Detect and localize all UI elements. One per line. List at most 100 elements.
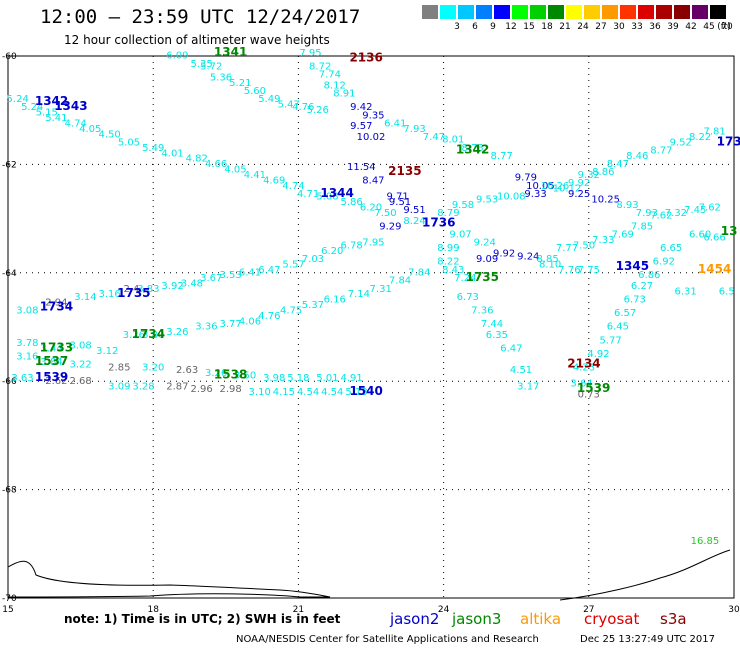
track-time-label: 1454 — [698, 262, 731, 276]
wave-height-value: 7.33 — [592, 235, 614, 246]
wave-height-value: 5.24 — [7, 94, 29, 105]
wave-height-value: 4.06 — [239, 316, 261, 327]
lat-tick-label: -66 — [2, 377, 17, 387]
wave-height-value: 8.22 — [437, 257, 459, 268]
wave-height-value: 4.74 — [65, 118, 87, 129]
legend-label: 70 — [721, 22, 733, 32]
wave-height-value: 3.26 — [166, 327, 188, 338]
wave-height-value: 3.20 — [142, 362, 164, 373]
legend-label: 33 — [631, 22, 643, 32]
wave-height-value: 4.23 — [573, 362, 595, 373]
wave-height-value: 7.14 — [348, 289, 370, 300]
track-time-label: 1540 — [349, 384, 382, 398]
wave-height-value: 3.10 — [249, 387, 271, 398]
wave-height-value: 3.09 — [108, 381, 130, 392]
wave-height-value: 3.26 — [205, 368, 227, 379]
wave-height-value: 6.66 — [704, 232, 726, 243]
credit-text: NOAA/NESDIS Center for Satellite Applica… — [236, 634, 539, 645]
wave-height-value: 8.72 — [309, 62, 331, 73]
wave-height-value: 9.09 — [476, 254, 498, 265]
track-time-label: 2136 — [349, 50, 382, 64]
wave-height-value: 6.27 — [631, 281, 653, 292]
track-time-label: 13 — [721, 224, 738, 238]
wave-height-value: 5.36 — [210, 72, 232, 83]
wave-height-value: 7.50 — [374, 208, 396, 219]
wave-height-value: 6.20 — [360, 202, 382, 213]
wave-height-value: 6.47 — [258, 265, 280, 276]
wave-height-value: 4.82 — [186, 154, 208, 165]
track-time-label: 1733 — [40, 340, 73, 354]
wave-height-value: 7.93 — [403, 124, 425, 135]
track-time-label: 1735 — [466, 270, 499, 284]
wave-height-value: 5.08 — [316, 192, 338, 203]
wave-height-value: 7.62 — [699, 202, 721, 213]
wave-height-value: 5.41 — [45, 113, 67, 124]
legend-swatch — [656, 5, 672, 19]
wave-height-value: 3.17 — [517, 381, 539, 392]
wave-height-value: 7.32 — [665, 208, 687, 219]
legend-label: 9 — [490, 22, 496, 32]
wave-height-value: 8.85 — [537, 254, 559, 265]
wave-height-value: 3.28 — [132, 381, 154, 392]
wave-height-value: 6.31 — [674, 286, 696, 297]
legend-swatch — [602, 5, 618, 19]
wave-height-value: 6.5 — [719, 286, 735, 297]
wave-height-value: 8.10 — [539, 259, 561, 270]
legend-swatch — [494, 5, 510, 19]
legend-swatch — [548, 5, 564, 19]
wave-height-value: 3.16 — [99, 289, 121, 300]
wave-height-value: 9.71 — [386, 192, 408, 203]
wave-height-value: 8.99 — [437, 243, 459, 254]
wave-height-value: 3.16 — [16, 352, 38, 363]
wave-height-value: 5.13 — [345, 387, 367, 398]
wave-height-value: 8.93 — [616, 200, 638, 211]
wave-height-value: 7.95 — [299, 48, 321, 59]
wave-height-value: 8.86 — [592, 167, 614, 178]
wave-height-value: 8.46 — [626, 151, 648, 162]
legend-swatch — [422, 5, 438, 19]
legend-label: 45 — [703, 22, 715, 32]
wave-height-value: 8.91 — [333, 89, 355, 100]
lat-tick-label: -60 — [2, 52, 17, 62]
wave-height-value: 3.08 — [69, 341, 91, 352]
wave-height-value: 3.50 — [234, 370, 256, 381]
satellite-cryosat: cryosat — [584, 610, 640, 628]
lon-tick-label: 24 — [438, 605, 450, 615]
wave-height-value: 8.12 — [324, 81, 346, 92]
wave-height-value: 5.21 — [229, 78, 251, 89]
wave-height-value: 3.78 — [16, 338, 38, 349]
wave-height-value: 7.47 — [423, 132, 445, 143]
track-time-label: 1538 — [214, 367, 247, 381]
wave-height-value: 7.81 — [704, 127, 726, 138]
track-time-label: 1342 — [456, 143, 489, 157]
wave-height-value: 4.75 — [280, 305, 302, 316]
wave-height-value: 6.16 — [324, 295, 346, 306]
legend-swatch — [674, 5, 690, 19]
wave-height-value: 4.76 — [258, 311, 280, 322]
wave-height-value: 3.92 — [161, 281, 183, 292]
wave-height-value: 3.48 — [181, 278, 203, 289]
track-time-label: 1537 — [35, 354, 68, 368]
lon-tick-label: 18 — [147, 605, 159, 615]
legend-label: 3 — [454, 22, 460, 32]
wave-height-value: 3.77 — [220, 319, 242, 330]
wave-height-value: 3.14 — [74, 292, 96, 303]
wave-height-value: 6.20 — [321, 246, 343, 257]
lon-tick-label: 21 — [293, 605, 304, 615]
wave-height-value: 3.83 — [137, 284, 159, 295]
wave-height-value: 6.86 — [638, 270, 660, 281]
track-time-label: 1539 — [577, 381, 610, 395]
wave-height-value: 5.18 — [287, 373, 309, 384]
wave-height-value: 3.53 — [220, 270, 242, 281]
satellite-jason2: jason2 — [390, 610, 440, 628]
wave-height-value: 7.50 — [573, 240, 595, 251]
wave-height-value: 4.41 — [244, 170, 266, 181]
wave-height-value: 8.01 — [442, 135, 464, 146]
wave-height-value: 6.41 — [384, 118, 406, 129]
wave-height-value: 5.15 — [36, 108, 58, 119]
legend-swatch — [620, 5, 636, 19]
legend-label: 18 — [541, 22, 553, 32]
wave-height-value: 6.35 — [486, 330, 508, 341]
wave-height-value: 5.05 — [118, 137, 140, 148]
legend-label: 21 — [559, 22, 571, 32]
